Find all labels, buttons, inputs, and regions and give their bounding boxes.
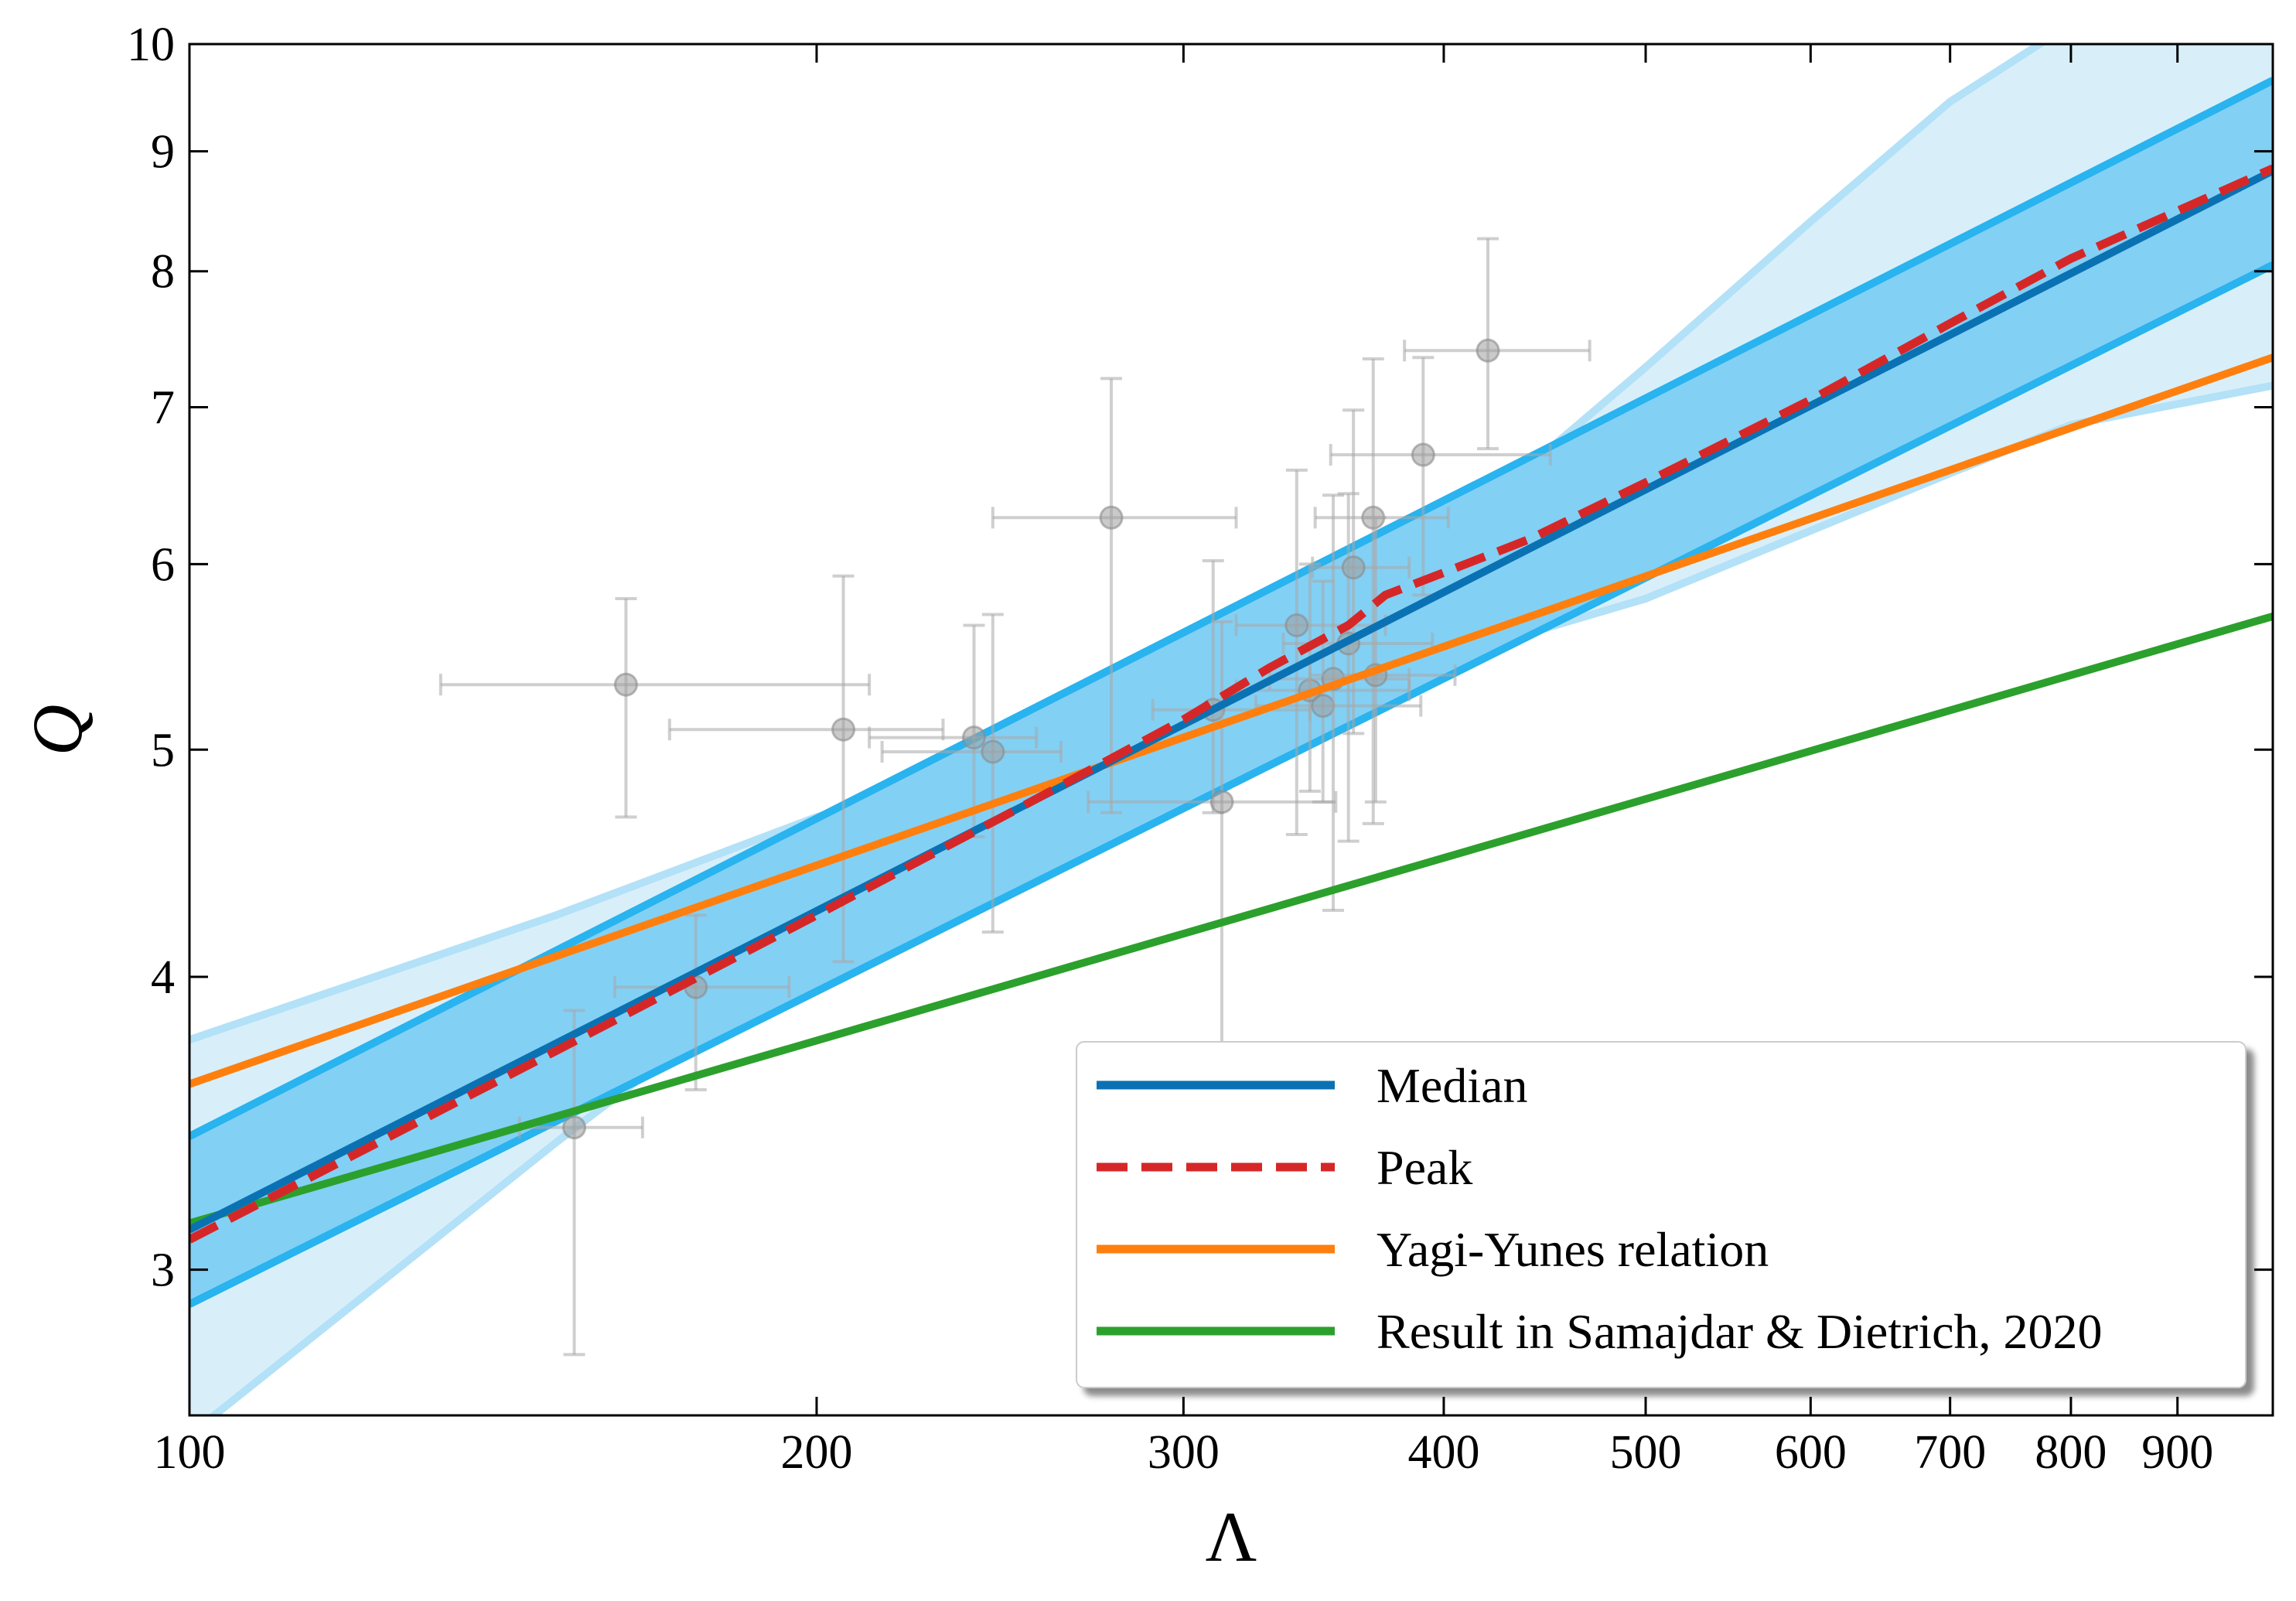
legend: Median Peak Yagi-Yunes relation Result in S…: [1076, 1041, 2247, 1388]
legend-label-peak: Peak: [1377, 1140, 1472, 1195]
series-line-yagi-yunes-relation: [189, 353, 2273, 1088]
series-lines: [189, 164, 2273, 1244]
series-line-median: [189, 167, 2273, 1234]
x-tick-label: 500: [1610, 1426, 1682, 1479]
plot-frame: [188, 43, 2274, 1417]
data-point: [1403, 237, 1592, 451]
data-point-marker: [613, 672, 638, 697]
data-point-marker: [1311, 694, 1336, 719]
y-tick-label: 10: [127, 19, 175, 71]
y-axis-title: Q: [18, 705, 97, 756]
x-tick-label: 700: [1914, 1426, 1986, 1479]
x-tick-label: 600: [1775, 1426, 1847, 1479]
x-tick-label: 200: [780, 1426, 852, 1479]
x-tick-label: 100: [154, 1426, 226, 1479]
data-point-marker: [1341, 555, 1366, 580]
data-point-marker: [562, 1115, 587, 1140]
y-tick-label: 6: [151, 538, 175, 591]
data-point: [438, 596, 872, 819]
axis-ticks: 100 200 300 400 500 600 700 800 900 3 4 5 6 7 8 9 10: [127, 19, 2273, 1479]
data-point: [868, 623, 1039, 838]
data-point-marker: [831, 717, 856, 742]
x-axis-title: Λ: [1206, 1497, 1257, 1576]
y-tick-label: 4: [151, 951, 175, 1004]
data-points: [438, 237, 1592, 1357]
data-point-marker: [1476, 338, 1500, 363]
data-point-marker: [961, 725, 986, 750]
inner-band-lower-edge: [189, 261, 2273, 1308]
data-point: [991, 377, 1238, 814]
data-point: [1234, 468, 1387, 837]
data-point-marker: [981, 739, 1005, 764]
y-tick-label: 5: [151, 724, 175, 777]
legend-label-yagi-yunes-relation: Yagi-Yunes relation: [1377, 1222, 1769, 1277]
y-tick-label: 9: [151, 126, 175, 179]
x-tick-label: 900: [2141, 1426, 2213, 1479]
legend-label-median: Median: [1377, 1058, 1528, 1113]
y-tick-label: 3: [151, 1244, 175, 1297]
legend-label-result-in-samajdar-dietrich-2020: Result in Samajdar & Dietrich, 2020: [1377, 1304, 2103, 1359]
series-line-result-in-samajdar-dietrich-2020: [189, 613, 2273, 1227]
legend-items: Median Peak Yagi-Yunes relation Result in S…: [1097, 1058, 2103, 1359]
x-tick-label: 800: [2035, 1426, 2107, 1479]
data-point: [880, 613, 1063, 934]
y-tick-label: 8: [151, 246, 175, 299]
data-point-marker: [1284, 613, 1309, 637]
data-point-marker: [1099, 505, 1124, 530]
y-tick-label: 7: [151, 381, 175, 434]
x-tick-label: 300: [1148, 1426, 1220, 1479]
plot-area: [189, 44, 2273, 1415]
data-point-marker: [1209, 790, 1234, 814]
data-point: [1329, 356, 1552, 597]
x-tick-label: 400: [1407, 1426, 1479, 1479]
data-point: [517, 1009, 644, 1357]
data-point-marker: [1411, 442, 1435, 467]
series-line-peak: [189, 164, 2273, 1244]
legend-box: [1076, 1041, 2247, 1388]
